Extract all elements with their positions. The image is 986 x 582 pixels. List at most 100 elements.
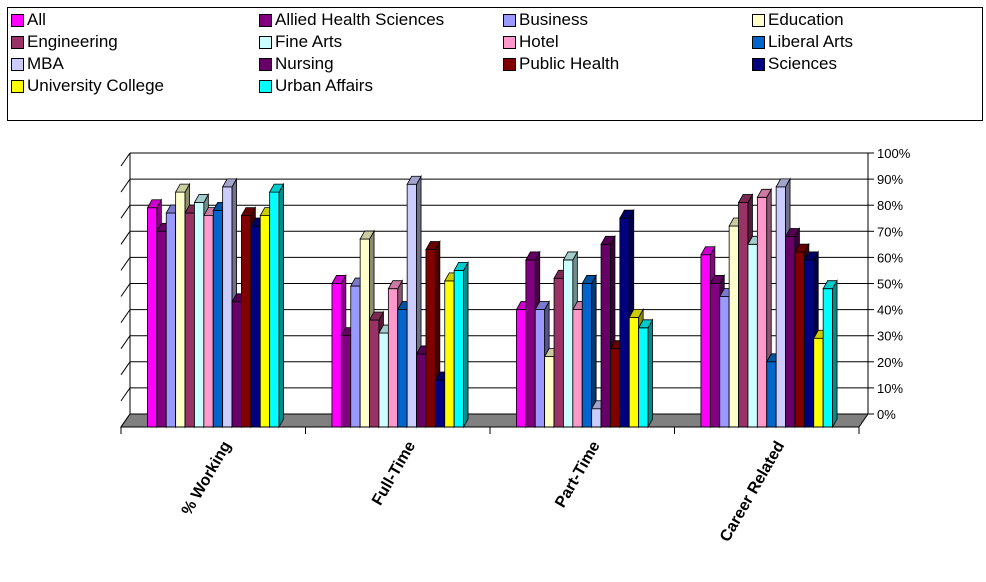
bar — [269, 191, 280, 428]
legend: All Allied Health Sciences Business Educati… — [7, 7, 983, 121]
gridline-side — [120, 309, 131, 323]
legend-swatch — [752, 57, 765, 71]
bars-group — [146, 174, 838, 429]
bar — [231, 301, 242, 428]
bar — [591, 408, 602, 428]
legend-item: Allied Health Sciences — [259, 9, 444, 31]
legend-swatch — [503, 13, 516, 27]
bar — [803, 259, 815, 428]
bar-top — [637, 319, 654, 329]
bar-top — [268, 183, 285, 193]
bar — [785, 236, 796, 428]
category-label: Career Related — [717, 439, 788, 545]
bar-top — [193, 194, 210, 203]
bar — [156, 230, 167, 428]
bar-top — [174, 183, 191, 193]
bar — [453, 269, 464, 428]
bar — [813, 337, 824, 428]
bar — [747, 243, 758, 428]
legend-label: Public Health — [519, 54, 620, 73]
legend-label: MBA — [27, 54, 64, 73]
bar-top — [359, 230, 375, 240]
gridline-side — [120, 152, 131, 167]
bar-top — [387, 280, 403, 290]
bar — [822, 288, 833, 428]
legend-swatch — [11, 79, 24, 93]
bar — [406, 183, 417, 428]
legend-label: Business — [519, 10, 588, 29]
y-tick-label: 10% — [877, 381, 903, 396]
bar-top — [737, 194, 754, 203]
legend-swatch — [11, 35, 24, 49]
bar — [175, 191, 186, 428]
legend-swatch — [503, 57, 516, 71]
legend-swatch — [503, 35, 516, 49]
gridline-side — [120, 335, 131, 349]
legend-item: Business — [503, 9, 588, 31]
gridline-side — [120, 231, 131, 245]
legend-label: Engineering — [27, 32, 118, 51]
bar — [525, 259, 536, 428]
bar-top — [700, 246, 716, 256]
bar — [350, 285, 361, 428]
category-label: Full-Time — [369, 438, 419, 508]
bar-top — [331, 275, 347, 284]
bar — [766, 361, 777, 428]
legend-label: Hotel — [519, 32, 559, 51]
legend-item: Urban Affairs — [259, 75, 373, 97]
bar-side — [278, 182, 284, 429]
bar — [194, 202, 205, 428]
bar — [775, 186, 786, 428]
bar — [378, 332, 389, 428]
y-tick-label: 0% — [877, 407, 896, 422]
category-label: % Working — [179, 439, 235, 519]
bar-top — [146, 199, 163, 209]
bar — [563, 259, 574, 428]
bar — [738, 202, 749, 428]
legend-item: Hotel — [503, 31, 559, 53]
bar — [600, 243, 611, 428]
bar-top — [628, 308, 644, 318]
legend-swatch — [752, 13, 765, 27]
legend-swatch — [259, 35, 272, 49]
legend-swatch — [11, 13, 24, 27]
bar-top — [581, 275, 597, 284]
legend-item: University College — [11, 75, 164, 97]
legend-item: Education — [752, 9, 844, 31]
y-tick-label: 60% — [877, 250, 903, 265]
bar — [553, 277, 564, 428]
gridline-side — [120, 387, 131, 402]
legend-label: University College — [27, 76, 164, 95]
legend-label: Education — [768, 10, 844, 29]
legend-label: Urban Affairs — [275, 76, 373, 95]
gridline-side — [120, 204, 131, 219]
bar-top — [784, 228, 801, 237]
bar — [444, 280, 455, 428]
bar-top — [534, 301, 550, 310]
y-tick-label: 40% — [877, 303, 903, 318]
bar — [222, 186, 233, 428]
bar-top — [425, 241, 441, 250]
bar — [340, 335, 352, 428]
gridline-side — [120, 361, 131, 376]
bar-top — [794, 243, 810, 253]
bar — [369, 319, 380, 428]
bar — [728, 225, 739, 428]
bar-top — [803, 251, 819, 261]
legend-item: All — [11, 9, 46, 31]
bar-top — [525, 251, 541, 261]
legend-item: Nursing — [259, 53, 334, 75]
bar — [359, 238, 370, 428]
bar-top — [406, 175, 422, 185]
category-label: Part-Time — [552, 438, 604, 510]
legend-label: Allied Health Sciences — [275, 10, 445, 29]
bar-top — [619, 209, 635, 219]
bar-top — [562, 251, 579, 261]
bar — [250, 225, 261, 428]
bar — [628, 316, 640, 428]
y-tick-label: 30% — [877, 329, 903, 344]
bar-side — [463, 260, 469, 429]
bar — [203, 215, 214, 428]
bar — [572, 309, 583, 428]
bar-top — [756, 188, 772, 198]
